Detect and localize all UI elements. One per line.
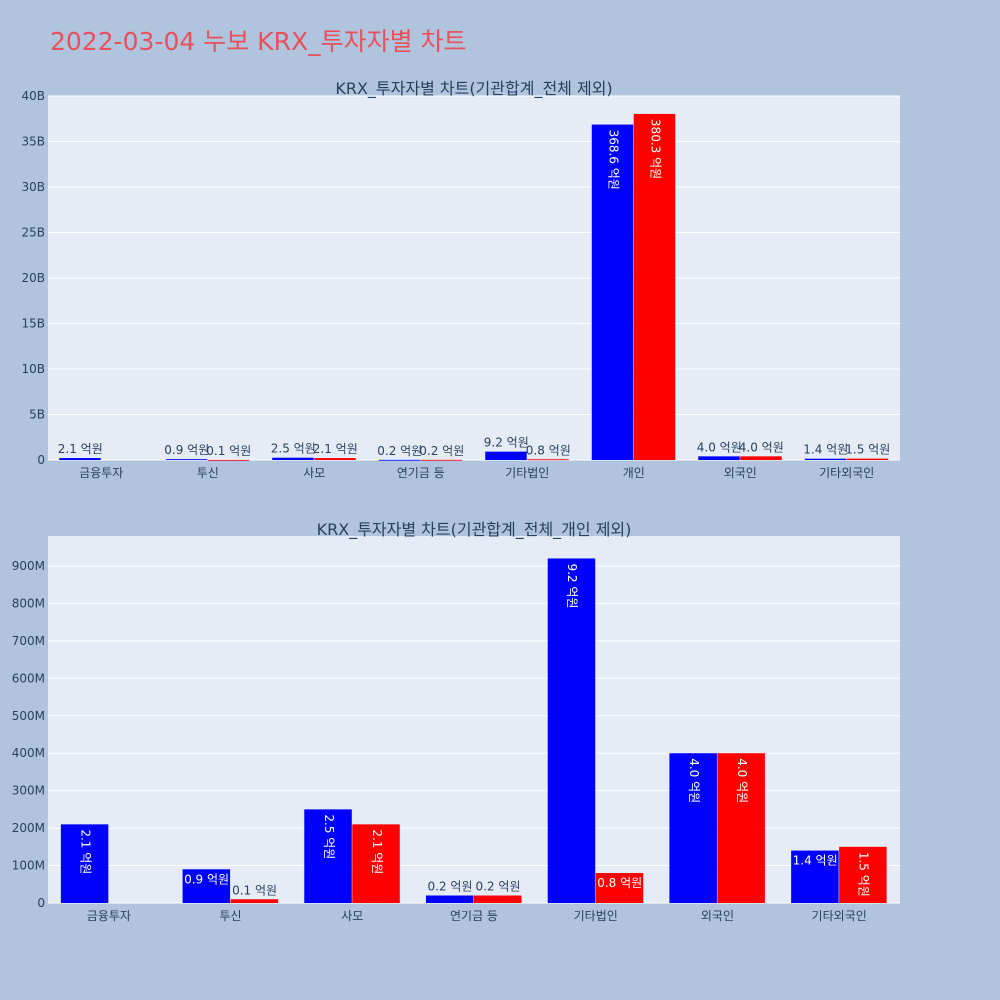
bar [207, 459, 250, 461]
bar [846, 458, 889, 460]
bar [527, 459, 569, 461]
y-tick-label: 700M [12, 634, 45, 648]
data-label: 368.6 억원 [606, 130, 620, 190]
data-label: 2.5 억원 [271, 442, 316, 456]
data-label: 2.1 억원 [58, 442, 103, 456]
data-label: 0.2 억원 [428, 880, 473, 894]
data-label: 4.0 억원 [739, 440, 784, 454]
data-label: 0.9 억원 [164, 443, 209, 457]
data-label: 0.9 억원 [184, 872, 229, 886]
y-tick-label: 20B [21, 271, 45, 285]
page-title: 2022-03-04 누보 KRX_투자자별 차트 [50, 27, 467, 56]
data-label: 0.8 억원 [597, 876, 642, 890]
y-tick-label: 25B [21, 226, 45, 240]
y-tick-label: 500M [12, 709, 45, 723]
bar [420, 459, 463, 461]
bar [352, 824, 400, 903]
data-label: 1.4 억원 [793, 854, 838, 868]
x-tick-label: 외국인 [724, 466, 757, 480]
bar [60, 824, 109, 903]
x-tick-label: 외국인 [701, 909, 734, 923]
x-tick-label: 투신 [220, 909, 242, 923]
data-label: 9.2 억원 [565, 563, 579, 608]
data-label: 2.1 억원 [370, 829, 384, 874]
y-tick-label: 200M [12, 821, 45, 835]
data-label: 2.1 억원 [313, 442, 358, 456]
y-tick-label: 0 [37, 896, 45, 910]
x-tick-label: 연기금 등 [450, 909, 498, 923]
data-label: 1.5 억원 [845, 443, 890, 457]
chart-title: KRX_투자자별 차트(기관합계_전체_개인 제외) [317, 520, 632, 540]
bar [633, 113, 676, 460]
data-label: 0.2 억원 [377, 444, 422, 458]
data-label: 0.1 억원 [232, 883, 277, 897]
x-tick-label: 투신 [197, 466, 219, 480]
bar [378, 459, 421, 461]
data-label: 2.1 억원 [78, 829, 92, 874]
bar [740, 456, 782, 460]
bar [839, 846, 887, 903]
x-tick-label: 개인 [623, 466, 645, 480]
data-label: 0.2 억원 [419, 444, 464, 458]
y-tick-label: 10B [21, 362, 45, 376]
bar [547, 558, 596, 903]
bar [698, 456, 740, 460]
chart-1: 0 5B 10B 15B 20B 25B 30B 35B 40B KRX_투자자별 차트(기관합계… [21, 79, 900, 480]
x-tick-label: 기타외국인 [812, 909, 867, 923]
bar [669, 753, 717, 903]
bar [272, 457, 314, 460]
y-tick-label: 400M [12, 746, 45, 760]
y-tick-label: 900M [12, 559, 45, 573]
plot-area [48, 536, 900, 903]
y-tick-label: 800M [12, 596, 45, 610]
y-tick-label: 0 [37, 453, 45, 467]
data-label: 0.2 억원 [476, 880, 521, 894]
data-label: 1.5 억원 [857, 852, 871, 897]
x-tick-label: 기타외국인 [819, 466, 874, 480]
y-tick-label: 35B [21, 135, 45, 149]
y-tick-label: 40B [21, 89, 45, 103]
bar [230, 899, 279, 903]
bar [426, 895, 474, 903]
y-tick-label: 30B [21, 180, 45, 194]
bar [717, 753, 765, 903]
x-tick-label: 기타법인 [574, 909, 618, 923]
x-tick-label: 연기금 등 [397, 466, 445, 480]
data-label: 380.3 억원 [648, 119, 662, 179]
bar [314, 458, 356, 460]
y-tick-label: 100M [12, 859, 45, 873]
y-tick-label: 600M [12, 671, 45, 685]
data-label: 4.0 억원 [687, 758, 701, 803]
y-tick-label: 15B [21, 317, 45, 331]
bar [595, 873, 644, 903]
bar [804, 458, 847, 460]
data-label: 0.1 억원 [206, 444, 251, 458]
data-label: 4.0 억원 [735, 758, 749, 803]
x-tick-label: 기타법인 [505, 466, 549, 480]
chart-title: KRX_투자자별 차트(기관합계_전체 제외) [335, 79, 612, 99]
bar [59, 458, 101, 460]
data-label: 9.2 억원 [484, 436, 529, 450]
y-tick-label: 300M [12, 784, 45, 798]
x-tick-label: 금융투자 [87, 909, 131, 923]
y-tick-label: 5B [29, 408, 45, 422]
x-tick-label: 사모 [303, 466, 325, 480]
data-label: 4.0 억원 [697, 440, 742, 454]
data-label: 1.4 억원 [803, 443, 848, 457]
bar [304, 809, 352, 903]
bar [485, 451, 527, 460]
bar [182, 869, 231, 903]
x-tick-label: 사모 [341, 909, 363, 923]
data-label: 2.5 억원 [322, 814, 336, 859]
bar [474, 895, 522, 903]
chart-2: 0 100M 200M 300M 400M 500M 600M 700M 800M 900M KRX… [12, 520, 900, 923]
bar [591, 124, 634, 460]
x-tick-label: 금융투자 [79, 466, 123, 480]
bar [165, 459, 208, 460]
data-label: 0.8 억원 [526, 443, 571, 457]
bar [791, 850, 839, 903]
